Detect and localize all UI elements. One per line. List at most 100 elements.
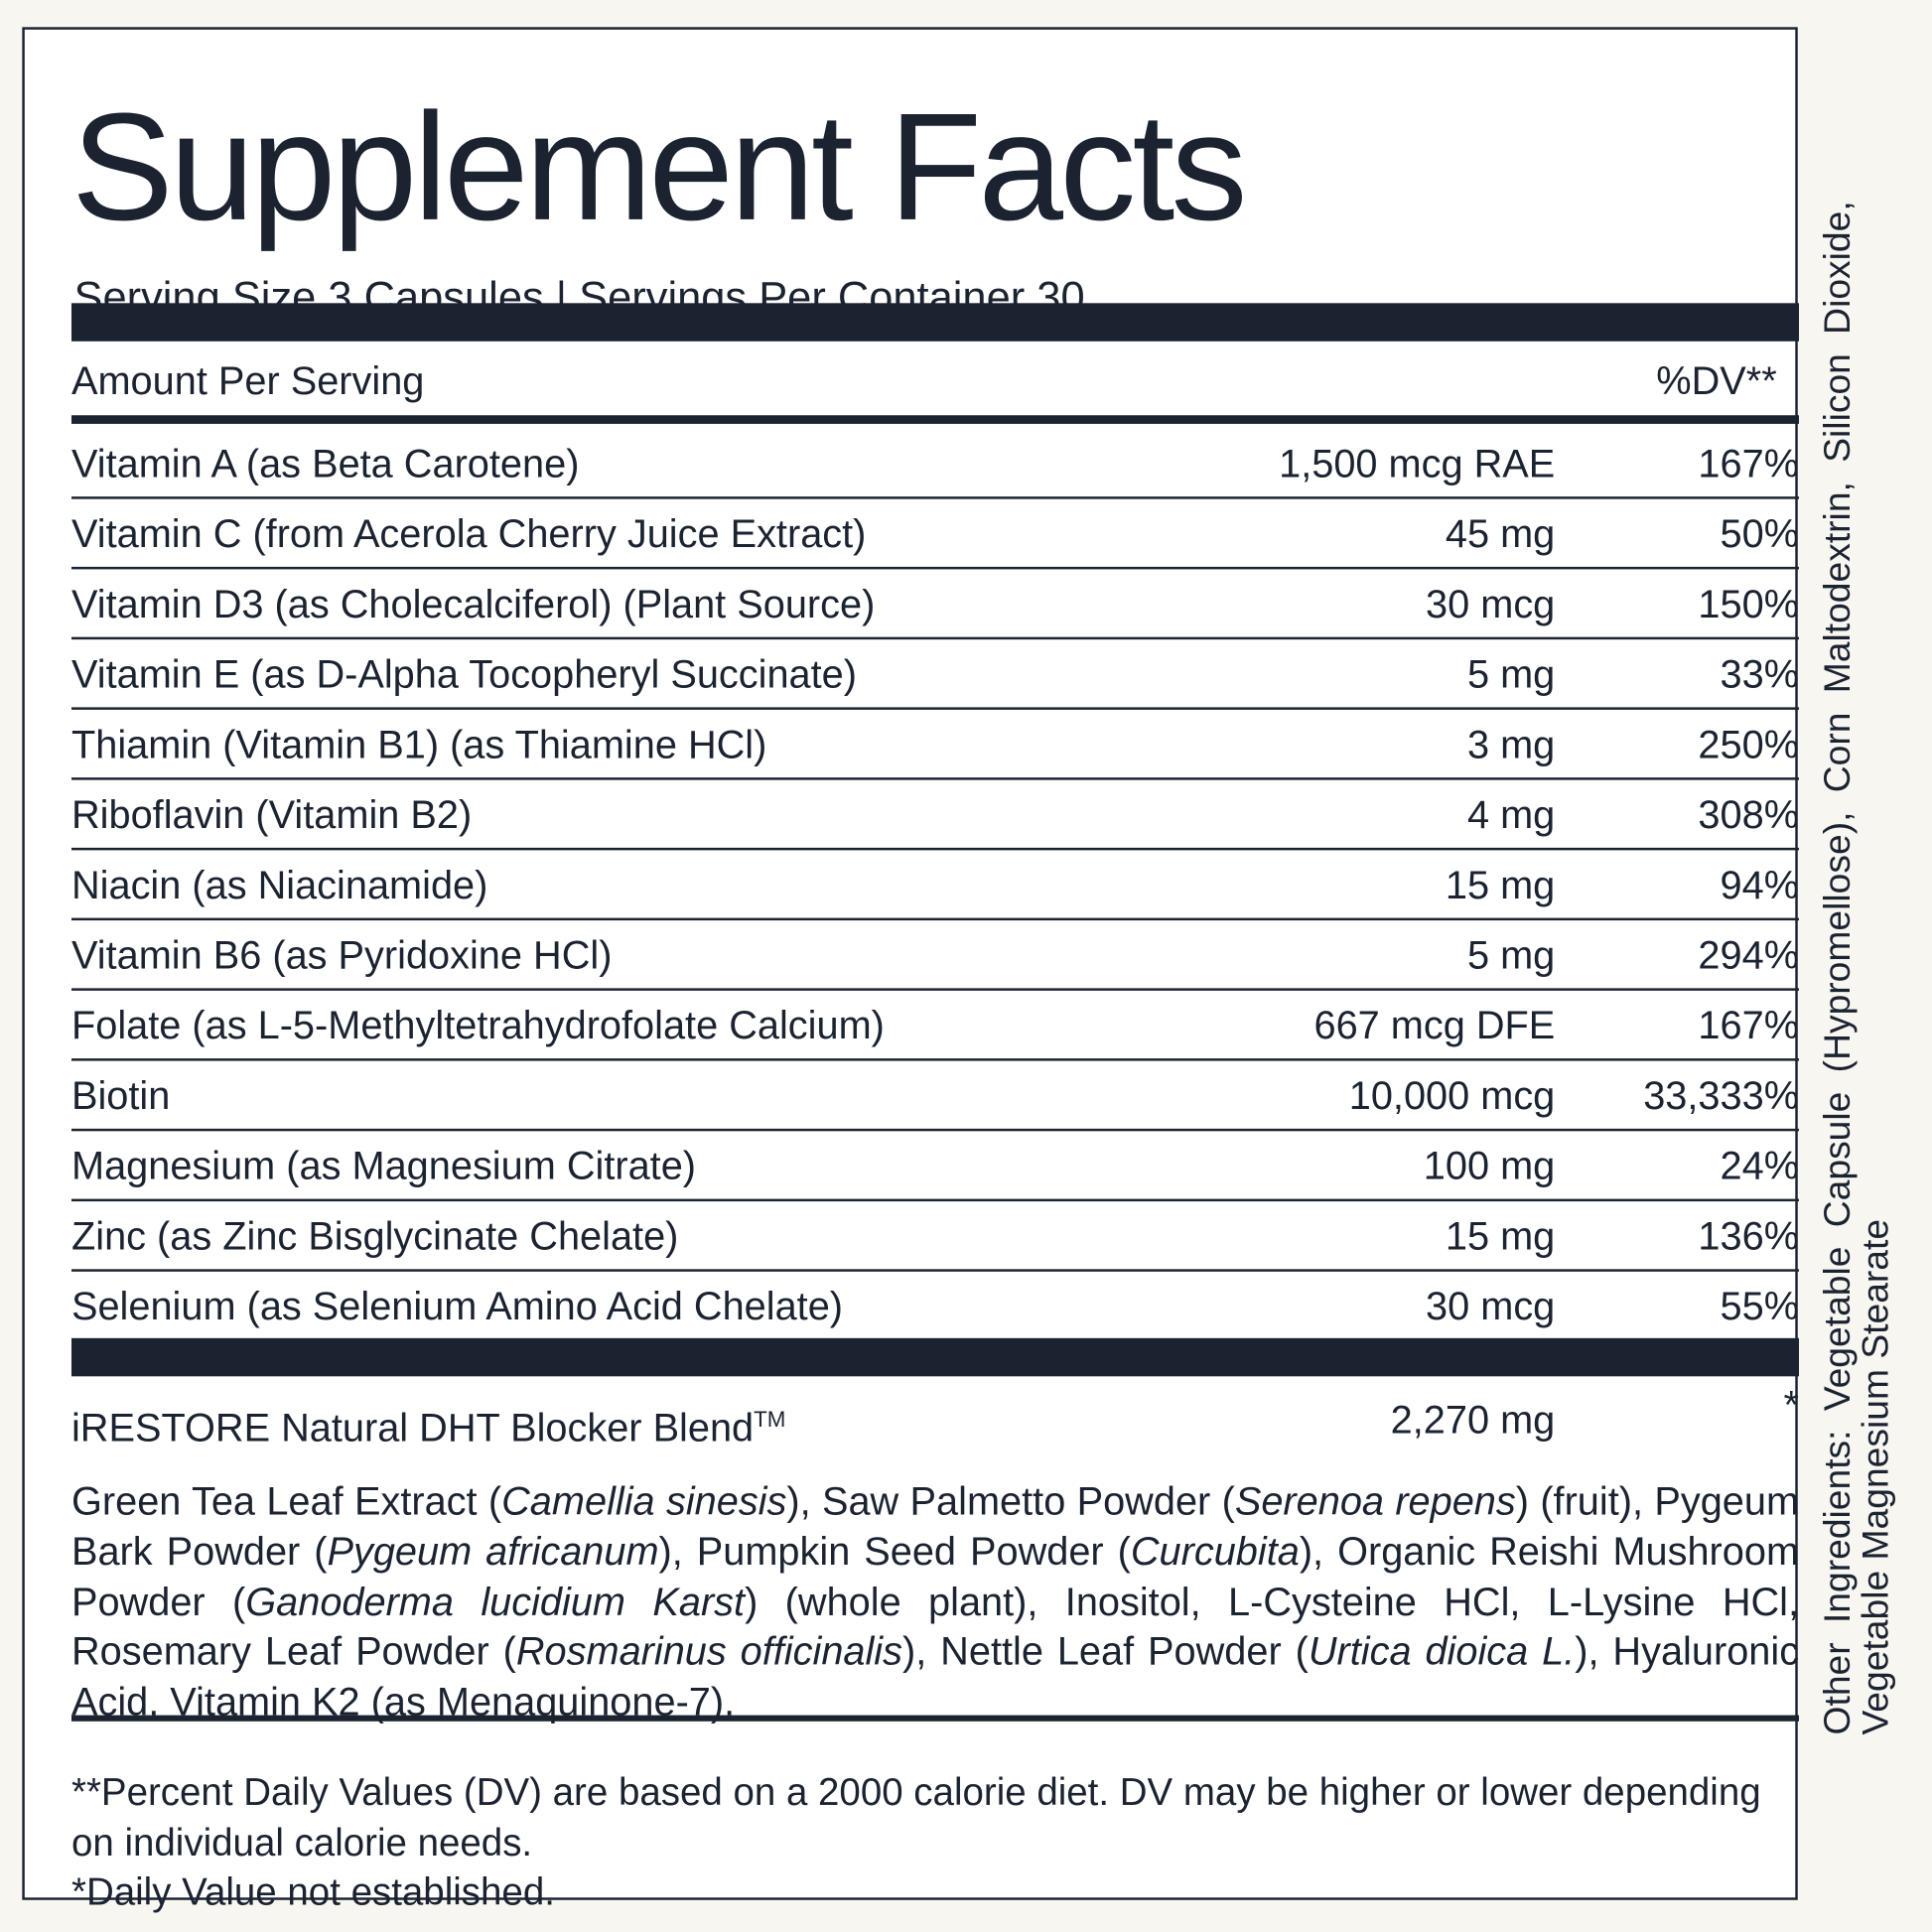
row-rule [70, 566, 1800, 570]
ingredient-text: Rosmarinus officinalis [515, 1629, 903, 1674]
row-rule [70, 847, 1800, 851]
medium-bar [70, 415, 1800, 424]
nutrient-name: Vitamin A (as Beta Carotene) [70, 441, 580, 485]
medium-bar [70, 1715, 1800, 1722]
nutrient-row: Niacin (as Niacinamide) 15 mg 94% [70, 850, 1800, 921]
ingredient-text: Curcubita [1130, 1528, 1300, 1574]
nutrient-dv: 94% [1720, 862, 1800, 907]
other-ingredients-line: Vegetable Magnesium Stearate [1856, 1218, 1897, 1735]
ingredient-text: Urtica dioica L. [1308, 1629, 1576, 1674]
nutrient-name: Vitamin D3 (as Cholecalciferol) (Plant S… [70, 581, 876, 626]
nutrient-row: Selenium (as Selenium Amino Acid Chelate… [71, 1272, 1799, 1342]
row-rule [70, 1269, 1800, 1272]
nutrient-dv: 33% [1720, 651, 1800, 697]
row-rule [70, 636, 1800, 640]
nutrient-name: Thiamin (Vitamin B1) (as Thiamine HCl) [70, 722, 767, 766]
nutrient-row: Vitamin E (as D-Alpha Tocopheryl Succina… [70, 639, 1800, 710]
nutrient-dv: 167% [1698, 1003, 1800, 1047]
ingredient-text: ), Pumpkin Seed Powder ( [658, 1528, 1131, 1574]
nutrient-amount: 3 mg [1466, 722, 1556, 766]
row-rule [70, 777, 1800, 780]
nutrient-amount: 667 mcg DFE [1313, 1003, 1556, 1047]
nutrient-name: Selenium (as Selenium Amino Acid Chelate… [70, 1284, 844, 1328]
nutrient-name: Magnesium (as Magnesium Citrate) [70, 1143, 697, 1188]
nutrient-row: Vitamin C (from Acerola Cherry Juice Ext… [70, 499, 1800, 570]
nutrient-name: Folate (as L-5-Methyltetrahydrofolate Ca… [70, 1003, 885, 1047]
nutrient-name: Vitamin C (from Acerola Cherry Juice Ext… [70, 511, 867, 556]
nutrient-dv: 136% [1698, 1213, 1800, 1259]
other-ingredients: Other Ingredients: Vegetable Capsule (Hy… [1817, 201, 1897, 1735]
nutrient-amount: 5 mg [1466, 932, 1556, 978]
nutrient-amount: 100 mg [1423, 1143, 1556, 1188]
nutrient-name: Riboflavin (Vitamin B2) [70, 792, 473, 837]
nutrient-dv: 150% [1698, 581, 1800, 626]
nutrient-row: Vitamin B6 (as Pyridoxine HCl) 5 mg 294% [70, 920, 1800, 991]
ingredient-text: ) (fruit), Pygeum Bark Powder ( [70, 1478, 1800, 1574]
nutrient-name: Vitamin E (as D-Alpha Tocopheryl Succina… [70, 651, 857, 697]
blend-ingredients: Green Tea Leaf Extract (Camellia sinesis… [71, 1476, 1799, 1727]
row-rule [70, 917, 1800, 921]
ingredient-text: Camellia sinesis [501, 1478, 787, 1523]
nutrient-name: Vitamin B6 (as Pyridoxine HCl) [70, 932, 613, 978]
row-rule [70, 496, 1800, 499]
ingredient-text: Pygeum africanum [327, 1528, 659, 1574]
nutrient-amount: 5 mg [1466, 651, 1556, 697]
nutrient-row: Folate (as L-5-Methyltetrahydrofolate Ca… [70, 991, 1800, 1061]
nutrient-amount: 10,000 mcg [1348, 1072, 1556, 1118]
nutrient-dv: 55% [1720, 1284, 1800, 1328]
nutrient-dv: 308% [1698, 792, 1800, 837]
row-rule [70, 1198, 1800, 1202]
nutrient-amount: 30 mcg [1426, 1284, 1556, 1328]
facts-panel: Supplement Facts Serving Size 3 Capsules… [22, 27, 1800, 1913]
row-rule [70, 1058, 1800, 1061]
ingredient-text: ), Organic Reishi Mushroom Powder ( [70, 1528, 1800, 1624]
ingredient-text: ), Nettle Leaf Powder ( [902, 1629, 1309, 1674]
blend-dv: * [1783, 1382, 1800, 1428]
nutrient-amount: 1,500 mcg RAE [1279, 441, 1556, 485]
nutrient-dv: 294% [1698, 932, 1800, 978]
nutrient-amount: 30 mcg [1426, 581, 1556, 626]
nutrient-dv: 33,333% [1643, 1072, 1800, 1118]
amount-header: Amount Per Serving [70, 358, 425, 403]
ingredient-text: ), Saw Palmetto Powder ( [786, 1478, 1235, 1523]
nutrient-row: Biotin 10,000 mcg 33,333% [70, 1061, 1800, 1132]
ingredient-text: ) (whole plant), Inositol, L-Cysteine HC… [70, 1579, 1800, 1674]
nutrient-row: Vitamin A (as Beta Carotene) 1,500 mcg RA… [70, 429, 1800, 499]
footnote: *Daily Value not established. [70, 1869, 555, 1914]
nutrient-amount: 15 mg [1445, 1213, 1556, 1259]
nutrient-name: Niacin (as Niacinamide) [70, 862, 488, 907]
row-rule [70, 707, 1800, 710]
nutrient-row: Thiamin (Vitamin B1) (as Thiamine HCl) 3 … [70, 710, 1800, 780]
nutrient-row: Riboflavin (Vitamin B2) 4 mg 308% [70, 780, 1800, 851]
blend-title: iRESTORE Natural DHT Blocker Blend [70, 1405, 755, 1450]
nutrient-row: Magnesium (as Magnesium Citrate) 100 mg 24… [70, 1131, 1800, 1202]
ingredient-text: Ganoderma lucidium Karst [245, 1579, 746, 1624]
nutrient-dv: 50% [1720, 511, 1800, 556]
ingredient-text: Green Tea Leaf Extract ( [70, 1478, 502, 1523]
nutrient-dv: 24% [1720, 1143, 1800, 1188]
dv-header: %DV** [1656, 358, 1777, 403]
nutrient-dv: 167% [1698, 441, 1800, 485]
nutrient-row: Zinc (as Zinc Bisglycinate Chelate) 15 mg… [70, 1201, 1800, 1272]
footnotes: **Percent Daily Values (DV) are based on… [71, 1768, 1772, 1918]
row-rule [70, 988, 1800, 991]
nutrient-dv: 250% [1698, 722, 1800, 766]
blend-amount: 2,270 mg [1390, 1397, 1556, 1443]
nutrient-name: Biotin [70, 1072, 171, 1118]
nutrient-row: Vitamin D3 (as Cholecalciferol) (Plant S… [70, 569, 1800, 640]
trademark: TM [754, 1407, 786, 1433]
title: Supplement Facts [70, 82, 1247, 253]
thick-bar [70, 1337, 1800, 1377]
other-ingredients-line: Other Ingredients: Vegetable Capsule (Hy… [1817, 201, 1859, 1735]
row-rule [70, 1128, 1800, 1132]
thick-bar [70, 303, 1800, 342]
nutrient-name: Zinc (as Zinc Bisglycinate Chelate) [70, 1213, 679, 1259]
footnote: **Percent Daily Values (DV) are based on… [70, 1770, 1761, 1864]
ingredient-text: Serenoa repens [1234, 1478, 1516, 1523]
nutrient-amount: 4 mg [1466, 792, 1556, 837]
blend-name: iRESTORE Natural DHT Blocker BlendTM [71, 1385, 785, 1463]
nutrient-amount: 15 mg [1445, 862, 1556, 907]
blend-row: iRESTORE Natural DHT Blocker BlendTM 2,2… [71, 1383, 1799, 1463]
nutrient-amount: 45 mg [1445, 511, 1556, 556]
